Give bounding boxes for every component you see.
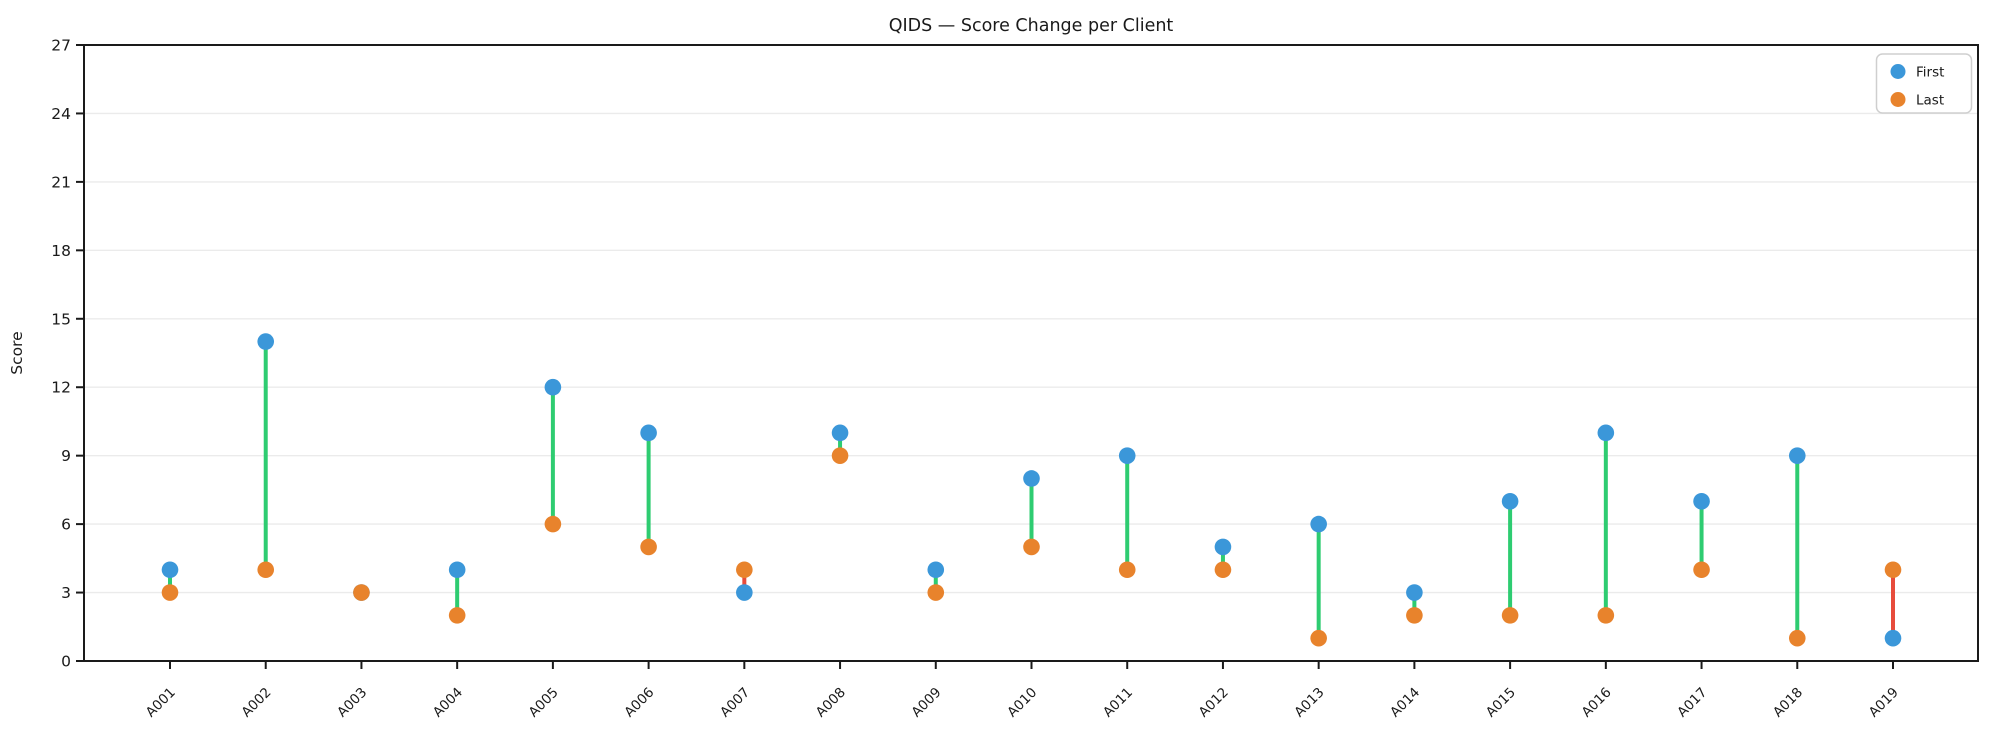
last-score-dot [1310, 629, 1327, 647]
x-tick-label: A010 [1004, 685, 1040, 721]
x-tick-label: A019 [1866, 685, 1902, 721]
first-score-dot [1023, 470, 1040, 487]
x-tick-label: A015 [1483, 685, 1519, 721]
x-tick-label: A001 [143, 685, 179, 721]
last-score-dot [927, 584, 945, 601]
x-tick-label: A018 [1770, 685, 1806, 721]
first-score-dot [1406, 584, 1423, 601]
legend-first-swatch [1890, 64, 1906, 79]
last-score-dot [1501, 607, 1519, 624]
last-score-dot [1597, 607, 1615, 624]
y-tick-label: 21 [51, 173, 71, 191]
first-score-dot [544, 378, 562, 396]
last-score-dot [544, 515, 562, 533]
first-score-dot [831, 424, 849, 442]
last-score-dot [640, 538, 657, 556]
x-tick-label: A013 [1291, 685, 1327, 721]
first-score-dot [927, 561, 945, 579]
y-tick-label: 15 [51, 310, 71, 328]
x-tick-label: A011 [1100, 685, 1136, 721]
last-score-dot [448, 607, 466, 624]
y-tick-label: 0 [61, 653, 71, 671]
chart-title: QIDS — Score Change per Client [889, 16, 1174, 36]
y-tick-label: 9 [61, 447, 71, 465]
first-score-dot [1118, 447, 1136, 464]
x-tick-label: A009 [909, 685, 945, 721]
x-tick-label: A005 [526, 685, 562, 721]
last-score-dot [736, 561, 753, 579]
last-score-dot [161, 584, 179, 601]
x-tick-label: A007 [717, 685, 753, 721]
first-score-dot [257, 333, 275, 350]
last-score-dot [1788, 629, 1806, 647]
x-tick-label: A002 [238, 685, 274, 721]
connector-lines [168, 341, 1895, 639]
x-tick-label: A008 [813, 685, 849, 721]
first-score-dot [1788, 447, 1806, 464]
y-tick-labels: 0 3 6 9 12 15 18 21 24 27 [51, 37, 71, 671]
first-score-dot [736, 584, 753, 601]
first-score-dot [161, 561, 179, 579]
first-score-dot [448, 561, 466, 579]
last-score-dot [831, 447, 849, 464]
last-score-dots [161, 447, 1902, 647]
first-score-dot [1310, 515, 1327, 533]
first-score-dot [1597, 424, 1615, 442]
first-score-dot [1884, 629, 1902, 647]
first-score-dot [1693, 492, 1710, 510]
legend-last-swatch [1890, 92, 1906, 107]
last-score-dot [257, 561, 275, 579]
last-score-dot [1214, 561, 1232, 579]
legend-last-label: Last [1916, 93, 1944, 109]
legend-first-label: First [1916, 65, 1944, 81]
first-score-dot [640, 424, 657, 442]
y-tick-label: 24 [51, 105, 71, 123]
first-score-dot [1214, 538, 1232, 556]
first-score-dot [1501, 492, 1519, 510]
x-tick-label: A014 [1387, 685, 1423, 721]
last-score-dot [1023, 538, 1040, 556]
x-tick-label: A006 [621, 685, 657, 721]
y-tick-label: 18 [51, 242, 71, 260]
y-axis-label: Score [8, 331, 26, 374]
x-tick-label: A017 [1674, 685, 1710, 721]
legend: First Last [1875, 53, 1973, 114]
x-tick-label: A012 [1196, 685, 1232, 721]
y-tick-label: 6 [61, 516, 71, 534]
x-tick-label: A004 [430, 685, 466, 721]
gridlines [84, 112, 1978, 594]
x-tick-labels: A001 A002 A003 A004 A005 A006 A007 A008 A009 A010… [143, 685, 1902, 721]
last-score-dot [353, 584, 370, 601]
y-tick-label: 12 [51, 379, 71, 397]
x-tick-label: A016 [1579, 685, 1615, 721]
axes [76, 44, 1979, 669]
last-score-dot [1406, 607, 1423, 624]
last-score-dot [1118, 561, 1136, 579]
y-tick-label: 3 [61, 584, 71, 602]
last-score-dot [1884, 561, 1902, 579]
x-tick-label: A003 [334, 685, 370, 721]
last-score-dot [1693, 561, 1710, 579]
y-tick-label: 27 [51, 37, 71, 55]
